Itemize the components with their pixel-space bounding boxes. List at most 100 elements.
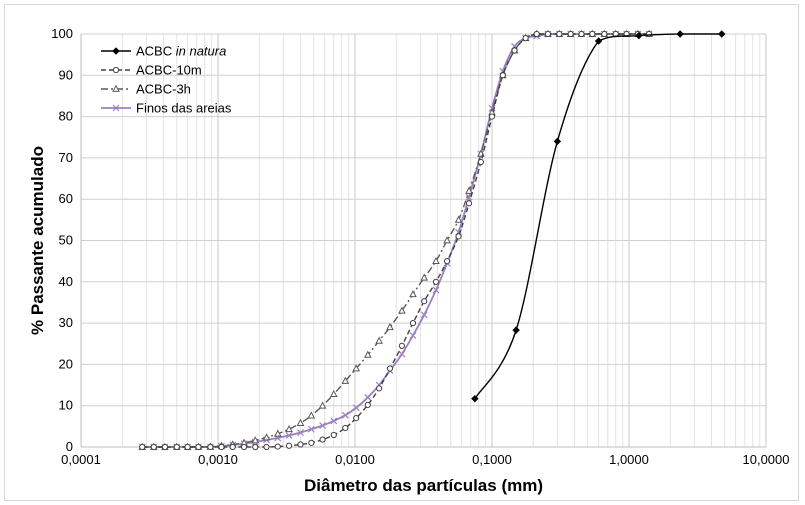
- legend-item: Finos das areias: [101, 101, 232, 116]
- y-tick-label: 20: [59, 356, 73, 371]
- tick-labels: 0 10 20 30 40 50 60 70 80 90 100 0,0001 0,0010 0,0100…: [51, 26, 789, 467]
- data-point: [307, 425, 315, 433]
- data-point: [273, 429, 282, 437]
- data-point: [409, 332, 417, 339]
- x-axis-title: Diâmetro das partículas (mm): [304, 476, 543, 495]
- data-point: [465, 186, 473, 194]
- data-point: [544, 30, 552, 38]
- data-point: [601, 30, 608, 38]
- data-point: [307, 411, 316, 419]
- y-tick-label: 80: [59, 109, 73, 124]
- data-point: [364, 401, 371, 408]
- data-point: [635, 31, 643, 40]
- data-point: [262, 433, 271, 441]
- x-tick-label: 1,0000: [609, 452, 649, 467]
- data-point: [229, 443, 236, 451]
- data-point: [398, 342, 406, 349]
- y-tick-label: 90: [59, 67, 73, 82]
- data-point: [329, 389, 338, 398]
- data-point: [218, 443, 225, 451]
- data-point: [112, 47, 120, 55]
- data-point: [499, 72, 506, 79]
- data-point: [150, 443, 157, 451]
- data-point: [240, 443, 248, 451]
- data-point: [465, 200, 473, 207]
- data-point: [297, 429, 304, 436]
- y-tick-label: 100: [51, 26, 73, 41]
- data-point: [420, 273, 429, 281]
- data-point: [274, 443, 281, 450]
- data-point: [375, 336, 383, 344]
- data-point: [511, 47, 518, 54]
- data-point: [421, 298, 428, 305]
- data-point: [488, 113, 496, 120]
- x-tick-label: 0,1000: [472, 452, 512, 467]
- y-tick-label: 10: [59, 398, 73, 413]
- data-point: [195, 443, 202, 451]
- data-point: [363, 350, 372, 358]
- data-point: [443, 236, 451, 244]
- data-point: [341, 411, 349, 419]
- x-tick-label: 0,0001: [61, 452, 101, 467]
- y-tick-label: 50: [59, 233, 73, 248]
- data-point: [285, 442, 293, 449]
- data-point: [432, 286, 440, 294]
- data-point: [352, 404, 360, 412]
- data-point: [589, 30, 596, 38]
- y-tick-label: 60: [59, 191, 73, 206]
- data-point: [567, 30, 574, 38]
- data-point: [330, 417, 338, 425]
- y-tick-label: 0: [66, 439, 73, 454]
- data-point: [676, 30, 684, 38]
- legend-label: ACBC in natura: [136, 44, 226, 59]
- data-point: [454, 215, 463, 223]
- data-point: [398, 350, 406, 358]
- data-point: [409, 320, 417, 327]
- y-tick-label: 40: [59, 274, 73, 289]
- data-point: [161, 443, 169, 451]
- data-point: [308, 439, 315, 446]
- y-tick-label: 70: [59, 150, 73, 165]
- data-point: [353, 414, 360, 422]
- series-layer: [138, 29, 726, 451]
- data-point: [512, 326, 520, 334]
- data-point: [139, 443, 146, 451]
- data-point: [398, 306, 406, 314]
- series-line: [142, 33, 650, 448]
- y-axis-title: % Passante acumulado: [28, 146, 47, 335]
- data-point: [297, 441, 304, 448]
- data-point: [432, 278, 440, 285]
- data-point: [443, 258, 451, 265]
- series-acbc-10m: [139, 30, 653, 451]
- legend-item: ACBC in natura: [101, 44, 226, 59]
- data-point: [352, 364, 361, 372]
- data-point: [318, 401, 327, 409]
- data-point: [330, 431, 337, 439]
- data-point: [296, 418, 305, 426]
- data-point: [477, 158, 485, 166]
- legend-item: ACBC-10m: [101, 63, 202, 78]
- legend-label-part: ACBC: [136, 44, 176, 59]
- data-point: [578, 30, 585, 38]
- legend-label: ACBC-10m: [136, 63, 202, 78]
- data-point: [342, 424, 349, 432]
- legend-label-italic-part: in natura: [176, 44, 227, 59]
- data-point: [432, 256, 440, 265]
- legend-label: ACBC-3h: [136, 82, 191, 97]
- data-point: [251, 436, 260, 444]
- data-point: [420, 311, 428, 319]
- data-point: [112, 84, 120, 92]
- data-point: [319, 422, 327, 429]
- chart-frame: 0 10 20 30 40 50 60 70 80 90 100 0,0001 0,0010 0,0100…: [4, 4, 799, 501]
- data-point: [285, 424, 293, 433]
- legend-label: Finos das areias: [136, 101, 232, 116]
- y-tick-label: 30: [59, 315, 73, 330]
- data-point: [184, 443, 191, 451]
- data-point: [594, 37, 603, 45]
- data-point: [645, 30, 653, 38]
- data-point: [386, 322, 394, 331]
- data-point: [207, 443, 214, 451]
- data-point: [252, 443, 259, 451]
- data-point: [319, 436, 326, 443]
- series-acbc-in-natura: [471, 30, 726, 403]
